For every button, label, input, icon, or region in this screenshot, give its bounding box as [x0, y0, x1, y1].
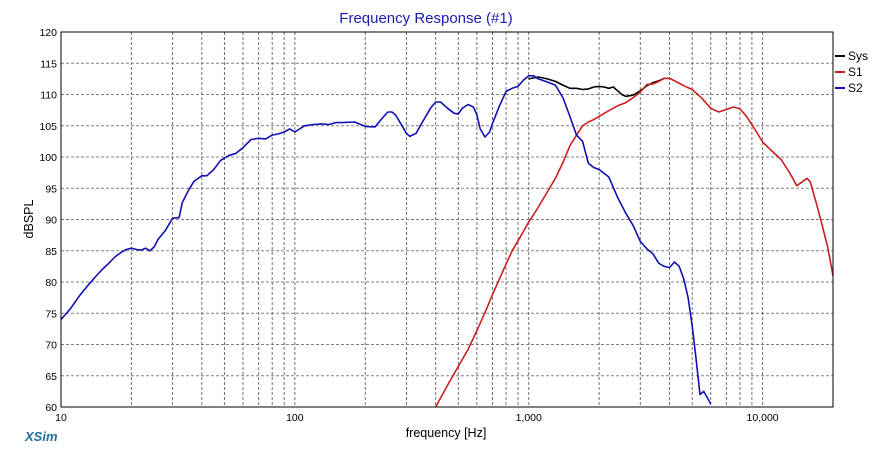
- series-line-s1: [434, 77, 834, 408]
- y-tick-label: 90: [45, 215, 57, 227]
- y-tick-label: 120: [39, 27, 57, 39]
- y-tick-labels: 60 65 70 75 80 85 90 95 100 105 110 115 120: [39, 27, 57, 414]
- chart-title: Frequency Response (#1): [339, 10, 512, 27]
- y-tick-label: 80: [45, 277, 57, 289]
- plot-frame: [60, 31, 834, 408]
- y-tick-label: 115: [40, 58, 57, 70]
- y-tick-label: 85: [45, 246, 57, 258]
- x-tick-label: 10,000: [747, 412, 779, 424]
- y-tick-label: 100: [39, 152, 57, 164]
- y-tick-label: 110: [40, 90, 57, 102]
- x-tick-label: 10: [55, 412, 67, 424]
- y-axis-label: dBSPL: [22, 199, 36, 238]
- y-tick-label: 60: [45, 402, 57, 414]
- legend-label-s1: S1: [848, 65, 863, 79]
- legend-label-s2: S2: [848, 81, 863, 95]
- legend: Sys S1 S2: [835, 49, 868, 95]
- legend-label-sys: Sys: [848, 49, 868, 63]
- x-tick-label: 100: [286, 412, 304, 424]
- y-tick-label: 95: [45, 183, 57, 195]
- y-tick-label: 105: [39, 121, 57, 133]
- series-line-s2: [60, 75, 712, 405]
- x-tick-label: 1,000: [516, 412, 542, 424]
- x-axis-label: frequency [Hz]: [406, 426, 487, 440]
- x-tick-labels: 10 100 1,000 10,000: [55, 412, 779, 424]
- y-tick-label: 70: [45, 340, 57, 352]
- y-tick-label: 75: [45, 308, 57, 320]
- y-tick-label: 65: [45, 371, 57, 383]
- grid-lines: [61, 32, 833, 407]
- xsim-logo: XSim: [24, 429, 58, 444]
- series-lines: [60, 75, 834, 408]
